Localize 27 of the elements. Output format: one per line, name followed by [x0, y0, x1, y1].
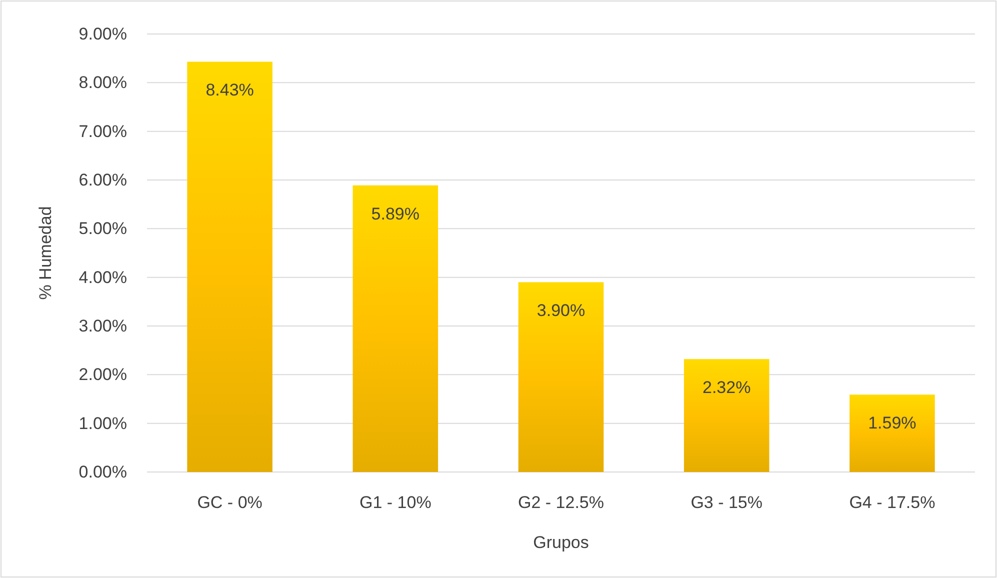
y-tick-label: 9.00% — [78, 24, 127, 44]
data-label: 8.43% — [206, 80, 254, 100]
data-label: 3.90% — [536, 301, 586, 320]
bar — [187, 62, 272, 472]
y-tick-label: 2.00% — [78, 365, 127, 384]
data-label: 5.89% — [371, 204, 420, 224]
y-tick-label: 4.00% — [78, 268, 127, 287]
bar — [850, 394, 935, 472]
x-axis-title: Grupos — [533, 533, 589, 552]
data-label: 2.32% — [702, 378, 751, 398]
y-tick-label: 3.00% — [78, 316, 127, 336]
x-tick-label: G1 - 10% — [359, 493, 432, 512]
y-tick-label: 0.00% — [78, 462, 127, 482]
y-tick-label: 7.00% — [78, 122, 127, 141]
y-tick-label: 8.00% — [78, 73, 127, 92]
bar — [518, 282, 604, 472]
x-tick-label: G2 - 12.5% — [518, 493, 604, 512]
y-tick-label: 5.00% — [78, 219, 127, 238]
y-tick-label: 1.00% — [78, 414, 127, 433]
x-tick-label: GC - 0% — [197, 493, 262, 512]
x-tick-label: G4 - 17.5% — [849, 493, 936, 512]
y-tick-label: 6.00% — [78, 170, 127, 190]
bar — [352, 185, 438, 472]
x-tick-label: G3 - 15% — [690, 493, 763, 512]
bar — [684, 359, 770, 472]
data-label: 1.59% — [868, 414, 916, 433]
y-axis-title: % Humedad — [36, 206, 55, 300]
